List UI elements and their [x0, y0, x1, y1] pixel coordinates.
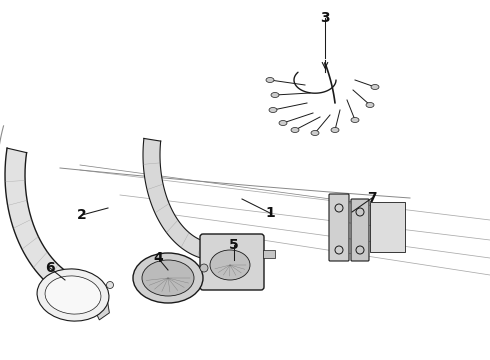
Ellipse shape [371, 85, 379, 90]
Circle shape [106, 282, 114, 288]
Ellipse shape [37, 269, 109, 321]
Ellipse shape [271, 93, 279, 98]
Text: 5: 5 [229, 238, 239, 252]
Ellipse shape [210, 250, 250, 280]
Text: 6: 6 [45, 261, 55, 275]
Ellipse shape [142, 260, 194, 296]
Text: 4: 4 [153, 251, 163, 265]
Polygon shape [93, 300, 109, 320]
Ellipse shape [311, 130, 319, 135]
Ellipse shape [366, 103, 374, 108]
Polygon shape [206, 256, 221, 272]
FancyBboxPatch shape [329, 194, 349, 261]
Ellipse shape [279, 121, 287, 126]
Text: 2: 2 [77, 208, 87, 222]
Text: 7: 7 [367, 191, 377, 205]
Ellipse shape [133, 253, 203, 303]
Ellipse shape [45, 276, 101, 314]
Bar [370, 202, 405, 252]
Bar [263, 250, 275, 258]
Circle shape [200, 264, 208, 272]
Text: 3: 3 [320, 11, 330, 25]
Ellipse shape [351, 117, 359, 122]
Ellipse shape [331, 127, 339, 132]
Text: 1: 1 [265, 206, 275, 220]
Ellipse shape [269, 108, 277, 112]
Ellipse shape [266, 77, 274, 82]
FancyBboxPatch shape [200, 234, 264, 290]
Ellipse shape [291, 127, 299, 132]
FancyBboxPatch shape [351, 199, 369, 261]
Polygon shape [5, 148, 97, 305]
Polygon shape [143, 139, 211, 260]
